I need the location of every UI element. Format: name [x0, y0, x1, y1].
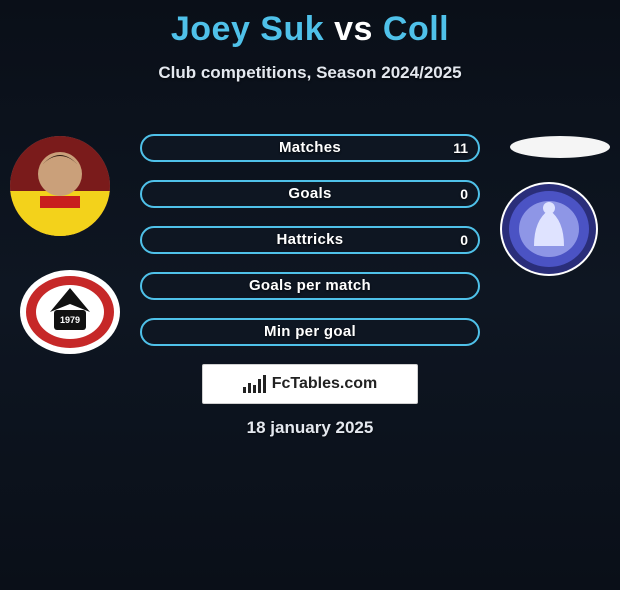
- fctables-link[interactable]: FcTables.com: [202, 364, 418, 404]
- stat-label: Matches: [142, 136, 478, 160]
- bar-chart-icon: [243, 375, 266, 393]
- stat-value-right: 11: [453, 136, 468, 160]
- player1-club-badge: 1979: [20, 270, 120, 354]
- stat-row-goals: Goals 0: [140, 180, 480, 208]
- stat-row-min-per-goal: Min per goal: [140, 318, 480, 346]
- player1-photo: [10, 136, 110, 236]
- stat-value-right: 0: [460, 228, 468, 252]
- stat-value-right: 0: [460, 182, 468, 206]
- title-player1: Joey Suk: [171, 10, 324, 48]
- fctables-label: FcTables.com: [272, 375, 378, 393]
- page-title: Joey Suk vs Coll: [0, 10, 620, 49]
- player2-photo: [510, 136, 610, 158]
- stat-label: Hattricks: [142, 228, 478, 252]
- title-vs: vs: [334, 10, 373, 48]
- date-label: 18 january 2025: [0, 418, 620, 438]
- subtitle: Club competitions, Season 2024/2025: [0, 63, 620, 83]
- stat-label: Goals per match: [142, 274, 478, 298]
- stat-label: Min per goal: [142, 320, 478, 344]
- stat-row-hattricks: Hattricks 0: [140, 226, 480, 254]
- stat-label: Goals: [142, 182, 478, 206]
- svg-text:1979: 1979: [60, 315, 80, 325]
- title-player2: Coll: [383, 10, 449, 48]
- player2-club-badge: [500, 182, 598, 276]
- stats-container: Matches 11 Goals 0 Hattricks 0 Goals per…: [140, 134, 480, 364]
- stat-row-goals-per-match: Goals per match: [140, 272, 480, 300]
- stat-row-matches: Matches 11: [140, 134, 480, 162]
